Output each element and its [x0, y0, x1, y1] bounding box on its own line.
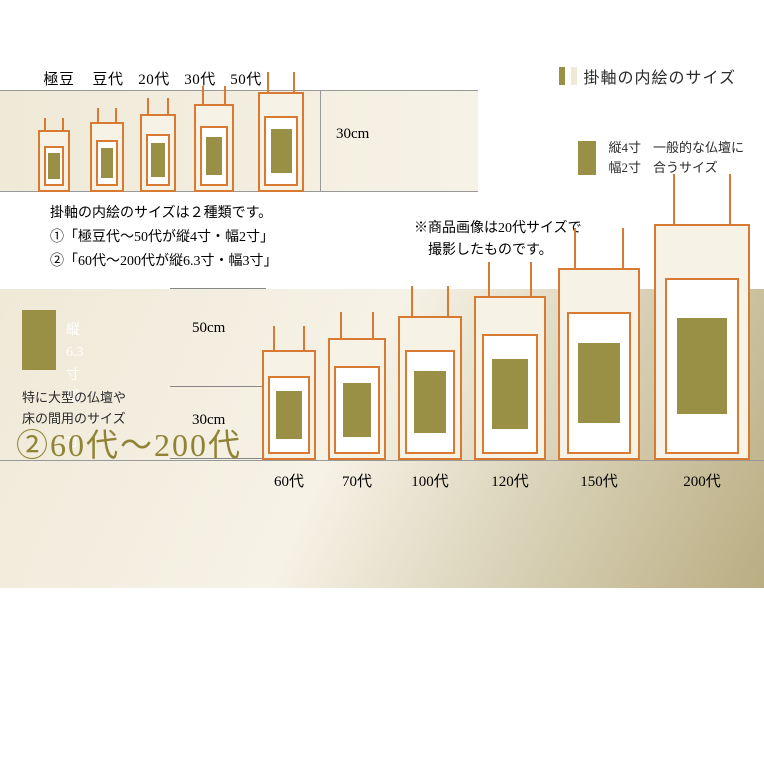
hanging-scroll: [38, 118, 70, 192]
tassel-icon: [673, 174, 731, 224]
scroll-outer: [474, 296, 546, 460]
infographic-stage: 極豆代豆代20代30代50代 掛軸の内絵のサイズ ①極豆代～50代 30cm 縦…: [0, 0, 764, 764]
legend-height: 縦4寸: [608, 140, 641, 155]
legend-swatch-icon: [578, 141, 596, 175]
legend-desc-2: 合うサイズ: [653, 160, 718, 175]
legend-desc: 一般的な仏壇に 合うサイズ: [653, 138, 744, 177]
dimension-label-30cm-b: 30cm: [192, 412, 225, 429]
scroll-core: [48, 153, 59, 179]
dimension-tick: [170, 288, 266, 289]
legend-desc-1: 特に大型の仏壇や: [22, 390, 126, 405]
hanging-scroll: [474, 262, 546, 460]
scroll-inner: [96, 140, 118, 186]
scroll-outer: [328, 338, 386, 460]
scroll-core: [414, 371, 446, 433]
disclaimer-text: ※商品画像は20代サイズで 撮影したものです。: [414, 218, 582, 263]
scroll-inner: [264, 116, 298, 186]
scroll-core: [271, 129, 292, 173]
hanging-scroll: [194, 86, 234, 192]
notes-line-1: 掛軸の内絵のサイズは２種類です。: [50, 202, 278, 226]
scroll-inner: [405, 350, 455, 454]
scroll-inner: [567, 312, 631, 454]
scroll-inner: [482, 334, 538, 454]
scroll-inner: [665, 278, 740, 454]
scroll-inner: [334, 366, 379, 454]
header-title: 掛軸の内絵のサイズ: [559, 64, 736, 88]
hanging-scroll: [140, 98, 176, 192]
disclaimer-line-1: ※商品画像は20代サイズで: [414, 218, 582, 240]
size-label: 200代: [672, 470, 732, 491]
scroll-outer: [194, 104, 234, 192]
scroll-inner: [268, 376, 310, 454]
scroll-core: [578, 343, 620, 423]
dimension-tick: [170, 458, 266, 459]
scroll-outer: [38, 130, 70, 192]
section1-band: [0, 90, 478, 192]
section1-legend: 縦4寸 幅2寸 一般的な仏壇に 合うサイズ: [578, 138, 744, 177]
hanging-scroll: [328, 312, 386, 460]
hanging-scroll: [90, 108, 124, 192]
scroll-inner: [44, 146, 64, 186]
hanging-scroll: [258, 72, 304, 192]
explanatory-notes: 掛軸の内絵のサイズは２種類です。 ①「極豆代～50代が縦4寸・幅2寸」 ②「60…: [50, 202, 278, 273]
size-label: 70代: [327, 470, 387, 491]
header-title-text: 掛軸の内絵のサイズ: [583, 64, 736, 88]
size-label: 120代: [480, 470, 540, 491]
scroll-core: [677, 318, 727, 414]
tassel-icon: [411, 286, 449, 316]
dimension-label-50cm: 50cm: [192, 320, 225, 337]
notes-line-2: ①「極豆代～50代が縦4寸・幅2寸」: [50, 226, 278, 250]
size-label: 60代: [259, 470, 319, 491]
scroll-inner: [200, 126, 228, 186]
scroll-core: [101, 148, 114, 178]
scroll-outer: [558, 268, 640, 460]
tassel-icon: [574, 228, 623, 268]
scroll-outer: [398, 316, 462, 460]
scroll-core: [343, 383, 372, 437]
scroll-core: [206, 137, 223, 175]
legend-height: 縦6.3寸: [66, 323, 84, 383]
scroll-outer: [258, 92, 304, 192]
scroll-core: [276, 391, 303, 439]
tassel-icon: [97, 108, 117, 122]
hanging-scroll: [262, 326, 316, 460]
tassel-icon: [44, 118, 63, 130]
accent-bar-icon: [571, 67, 577, 85]
tassel-icon: [147, 98, 169, 114]
scroll-outer: [140, 114, 176, 192]
scroll-core: [492, 359, 529, 429]
size-label: 100代: [400, 470, 460, 491]
section2-legend: 縦6.3寸 幅3寸: [22, 310, 56, 370]
dimension-label-30cm: 30cm: [336, 126, 369, 143]
accent-bar-icon: [559, 67, 565, 85]
ground-line: [0, 460, 764, 461]
disclaimer-line-2: 撮影したものです。: [414, 240, 582, 262]
tassel-icon: [340, 312, 375, 338]
size-label: 150代: [569, 470, 629, 491]
scroll-outer: [90, 122, 124, 192]
hanging-scroll: [558, 228, 640, 460]
hanging-scroll: [654, 174, 750, 460]
tassel-icon: [488, 262, 531, 296]
dimension-line-30cm: [320, 90, 321, 192]
tassel-icon: [202, 86, 226, 104]
legend-dims: 縦4寸 幅2寸: [608, 138, 641, 177]
legend-desc-1: 一般的な仏壇に: [653, 140, 744, 155]
dimension-tick: [170, 386, 266, 387]
scroll-inner: [146, 134, 170, 186]
scroll-core: [151, 143, 165, 177]
legend-swatch-icon: [22, 310, 56, 370]
hanging-scroll: [398, 286, 462, 460]
tassel-icon: [267, 72, 295, 92]
scroll-outer: [654, 224, 750, 460]
legend-width: 幅2寸: [608, 160, 641, 175]
notes-line-3: ②「60代～200代が縦6.3寸・幅3寸」: [50, 250, 278, 274]
section2-title-prefix: ②: [16, 427, 50, 463]
scroll-outer: [262, 350, 316, 460]
tassel-icon: [273, 326, 305, 350]
